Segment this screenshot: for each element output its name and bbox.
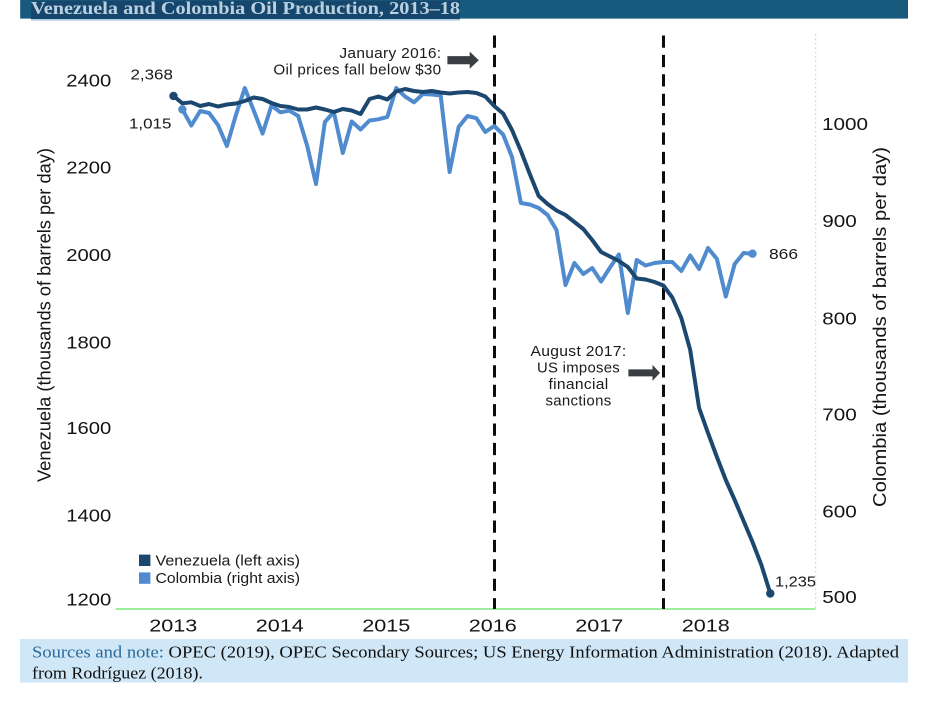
svg-text:2,368: 2,368 — [131, 66, 173, 83]
svg-text:1800: 1800 — [66, 333, 111, 353]
svg-text:2000: 2000 — [66, 245, 111, 265]
svg-text:August 2017:: August 2017: — [531, 343, 627, 360]
svg-text:1400: 1400 — [66, 505, 111, 525]
svg-text:2200: 2200 — [66, 158, 111, 178]
svg-text:900: 900 — [822, 211, 857, 231]
svg-text:866: 866 — [769, 246, 798, 263]
svg-text:Oil prices fall below $30: Oil prices fall below $30 — [273, 62, 441, 79]
svg-text:2400: 2400 — [66, 70, 111, 90]
svg-text:January 2016:: January 2016: — [339, 45, 441, 62]
svg-text:700: 700 — [822, 405, 857, 425]
svg-text:Venezuela (thousands of barrel: Venezuela (thousands of barrels per day) — [34, 148, 55, 482]
svg-text:800: 800 — [822, 309, 857, 329]
svg-text:2016: 2016 — [469, 616, 517, 636]
svg-text:US imposes: US imposes — [537, 360, 620, 377]
svg-text:Venezuela (left axis): Venezuela (left axis) — [156, 553, 301, 569]
svg-text:Colombia (right axis): Colombia (right axis) — [156, 571, 301, 587]
svg-text:1,235: 1,235 — [775, 573, 816, 590]
svg-text:Venezuela and Colombia Oil Pro: Venezuela and Colombia Oil Production, 2… — [31, 0, 460, 18]
svg-text:2013: 2013 — [149, 616, 197, 636]
svg-text:1200: 1200 — [66, 590, 111, 610]
svg-text:2017: 2017 — [575, 616, 623, 636]
svg-text:Sources and note: OPEC (2019),: Sources and note: OPEC (2019), OPEC Seco… — [32, 643, 900, 662]
svg-text:from Rodríguez (2018).: from Rodríguez (2018). — [32, 664, 203, 683]
svg-text:600: 600 — [822, 501, 857, 521]
svg-text:500: 500 — [822, 587, 857, 607]
svg-text:1600: 1600 — [66, 418, 111, 438]
svg-text:2018: 2018 — [682, 616, 730, 636]
svg-text:2014: 2014 — [256, 616, 304, 636]
svg-text:Colombia (thousands of barrels: Colombia (thousands of barrels per day) — [869, 147, 890, 507]
svg-text:2015: 2015 — [362, 616, 410, 636]
svg-text:financial: financial — [549, 376, 609, 393]
svg-text:1,015: 1,015 — [129, 116, 171, 133]
svg-text:sanctions: sanctions — [546, 393, 612, 410]
svg-text:1000: 1000 — [822, 114, 868, 134]
